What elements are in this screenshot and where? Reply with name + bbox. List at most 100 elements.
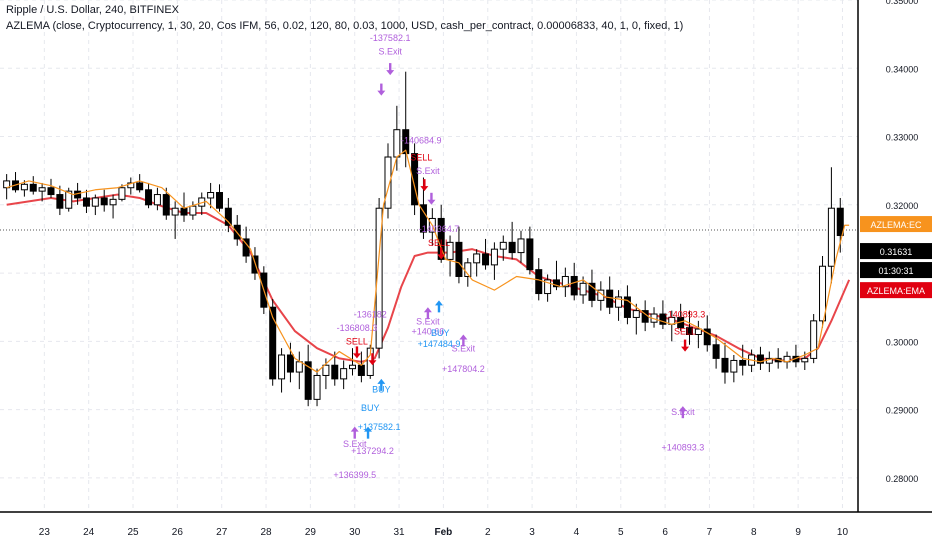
trade-label: S.Exit <box>452 344 476 354</box>
candle-body <box>730 359 738 373</box>
candle-body <box>393 129 401 158</box>
trade-label: S.Exit <box>378 47 402 57</box>
arrow-up-icon <box>423 307 432 313</box>
candle-body <box>490 248 498 266</box>
x-tick-label: 10 <box>837 527 849 538</box>
price-tag-ema: AZLEMA:EMA <box>867 286 925 296</box>
trade-label: S.Exit <box>343 439 367 449</box>
candle-body <box>109 198 117 206</box>
trade-label: +137582.1 <box>358 422 401 432</box>
trade-label: +140.66 <box>411 327 444 337</box>
trade-label: +147804.2 <box>442 364 485 374</box>
arrow-shaft <box>380 83 383 92</box>
candle-body <box>473 253 481 264</box>
x-tick-label: 5 <box>618 527 624 538</box>
candle-body <box>686 327 694 336</box>
candle-body <box>561 275 569 288</box>
trade-label: +137294.2 <box>351 446 394 456</box>
candle-body <box>535 269 543 295</box>
grid-layer <box>0 0 858 512</box>
arrow-shaft <box>681 410 685 419</box>
candle-body <box>357 364 365 376</box>
trade-label: BUY <box>361 403 380 413</box>
arrow-down-icon <box>377 90 386 96</box>
candle-body <box>82 197 90 207</box>
arrow-shaft <box>423 179 426 188</box>
candle-body <box>171 207 179 216</box>
axis-layer: 0.350000.340000.330000.320000.310000.300… <box>0 0 932 538</box>
candle-body <box>207 192 215 199</box>
candle-body <box>694 328 702 336</box>
candle-body <box>224 207 232 226</box>
arrow-shaft <box>353 430 356 439</box>
candle-body <box>517 238 525 254</box>
y-tick-label: 0.34000 <box>886 64 919 74</box>
trade-label: S.Exit <box>416 316 440 326</box>
arrow-shaft <box>371 353 374 362</box>
y-tick-label: 0.35000 <box>886 0 919 6</box>
candle-body <box>810 320 818 359</box>
candle-body <box>269 306 277 380</box>
x-tick-label: 28 <box>260 527 272 538</box>
arrow-up-icon <box>459 334 468 340</box>
current-price-tag-bg <box>860 243 932 260</box>
arrow-shaft <box>389 63 392 72</box>
arrow-shaft <box>437 304 441 313</box>
candle-body <box>375 207 383 349</box>
price-tag-ec: AZLEMA:EC <box>870 220 922 230</box>
x-tick-label: 23 <box>39 527 51 538</box>
x-tick-label: 8 <box>751 527 757 538</box>
y-tick-label: 0.28000 <box>886 474 919 484</box>
arrow-up-icon <box>350 426 359 432</box>
candle-body <box>419 204 427 233</box>
arrow-shaft <box>380 382 383 391</box>
candle-body <box>145 189 153 206</box>
series-line-azlema-ema <box>6 193 851 363</box>
candle-body <box>446 241 454 260</box>
candle-body <box>349 364 357 370</box>
arrow-down-icon <box>437 254 446 260</box>
x-tick-label: 29 <box>305 527 317 538</box>
trade-label: BUY <box>431 328 450 338</box>
price-tag-ema-bg <box>860 282 932 299</box>
candle-body <box>313 374 321 400</box>
arrow-down-icon <box>420 186 429 192</box>
countdown-tag-bg <box>860 262 932 279</box>
series-line-azlema-ec <box>6 149 850 373</box>
arrow-up-icon <box>377 378 386 384</box>
trade-label: SELL <box>674 327 696 337</box>
candle-body <box>570 275 578 296</box>
arrow-shaft <box>462 338 465 347</box>
candle-body <box>402 129 410 155</box>
x-tick-label: 24 <box>83 527 95 538</box>
trade-label: +147484.9 <box>418 339 461 349</box>
candle-body <box>721 357 729 373</box>
candle-body <box>588 282 596 301</box>
x-tick-label: 27 <box>216 527 228 538</box>
candle-body <box>65 190 73 209</box>
candle-body <box>286 354 294 373</box>
trade-label: -136182 <box>354 309 387 319</box>
candle-body <box>153 194 161 206</box>
trade-label: -136808.3 <box>337 323 378 333</box>
candle-body <box>215 192 223 209</box>
candle-body <box>499 241 507 250</box>
candle-body <box>118 187 126 200</box>
ec-line-layer <box>6 149 850 373</box>
arrow-shaft <box>683 339 687 348</box>
candle-body <box>47 187 55 196</box>
candle-body <box>526 238 534 271</box>
trade-label: BUY <box>372 385 391 395</box>
arrow-down-icon <box>352 353 361 359</box>
candle-body <box>703 328 711 346</box>
arrow-shaft <box>366 430 370 439</box>
x-tick-label: 4 <box>574 527 580 538</box>
candle-body <box>295 361 303 373</box>
x-tick-label: 26 <box>172 527 184 538</box>
candle-body <box>38 187 46 192</box>
arrow-down-icon <box>681 346 690 352</box>
x-tick-label: Feb <box>435 527 453 538</box>
arrow-shaft <box>439 247 443 256</box>
trade-label: S.Exit <box>416 166 440 176</box>
